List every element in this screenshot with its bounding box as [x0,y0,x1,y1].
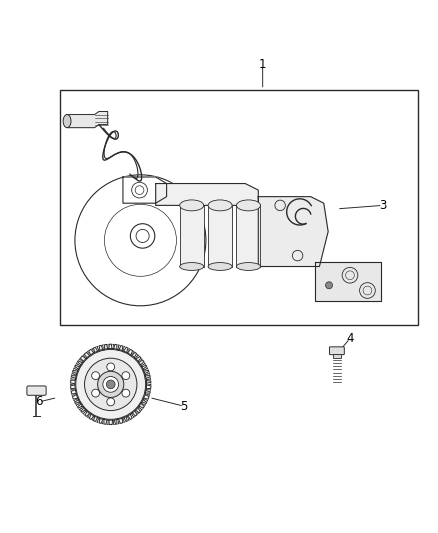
Circle shape [92,389,99,397]
Polygon shape [315,262,381,302]
Ellipse shape [208,200,232,211]
Polygon shape [155,183,258,205]
Bar [180,205,204,266]
Bar [237,205,261,266]
Circle shape [85,358,137,410]
Circle shape [107,363,115,371]
Ellipse shape [237,200,261,211]
Text: 4: 4 [346,332,354,345]
Circle shape [122,389,130,397]
Text: 1: 1 [259,58,266,71]
Bar [60,90,418,326]
Bar [333,354,341,358]
Ellipse shape [180,263,204,270]
Circle shape [122,372,130,379]
FancyBboxPatch shape [329,347,344,354]
Ellipse shape [28,390,45,394]
Polygon shape [71,344,151,425]
Text: 6: 6 [35,395,43,408]
Circle shape [106,380,115,389]
Text: 2: 2 [239,183,247,197]
Circle shape [103,376,119,392]
Circle shape [98,372,124,398]
Ellipse shape [237,263,261,270]
Circle shape [76,350,146,419]
Polygon shape [335,358,339,384]
Text: 3: 3 [379,199,386,212]
Circle shape [92,372,99,379]
Circle shape [107,398,115,406]
Circle shape [325,282,332,289]
FancyBboxPatch shape [27,386,46,395]
Text: 5: 5 [180,400,188,413]
Bar [208,205,232,266]
Ellipse shape [180,200,204,211]
Polygon shape [67,111,108,128]
Polygon shape [123,177,166,203]
Ellipse shape [208,263,232,270]
Polygon shape [258,197,328,266]
Ellipse shape [63,115,71,128]
